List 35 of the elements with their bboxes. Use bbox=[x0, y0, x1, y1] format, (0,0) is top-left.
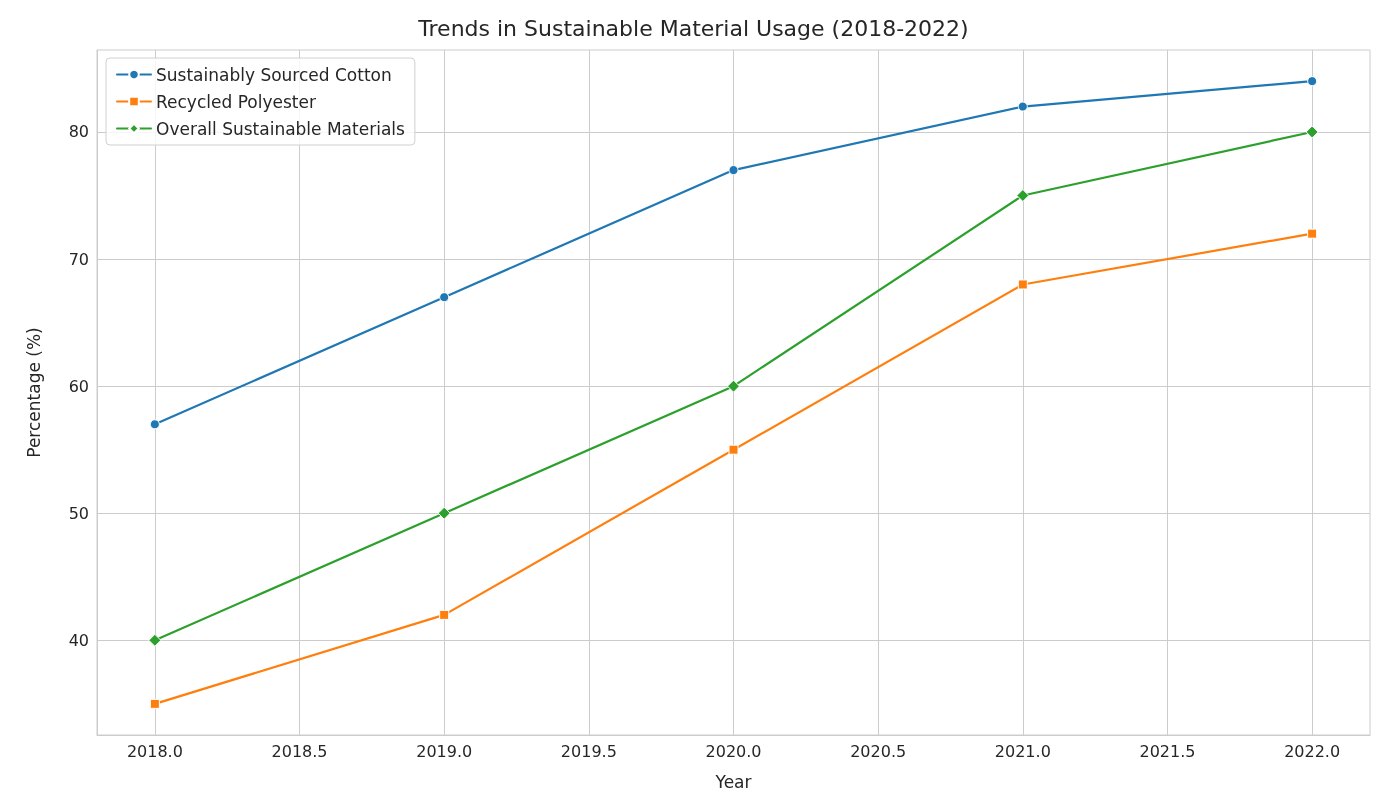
legend-label: Recycled Polyester bbox=[156, 91, 316, 112]
point bbox=[728, 165, 739, 176]
y-axis-title: Percentage (%) bbox=[23, 327, 44, 458]
x-tick-label: 2018.5 bbox=[271, 741, 328, 761]
point bbox=[1017, 279, 1028, 290]
y-tick-label: 70 bbox=[68, 249, 89, 269]
point bbox=[728, 444, 739, 455]
point bbox=[727, 379, 740, 393]
y-tick-label: 80 bbox=[68, 122, 89, 142]
x-axis-title: Year bbox=[714, 771, 752, 792]
legend-label: Overall Sustainable Materials bbox=[156, 118, 406, 139]
x-tick-label: 2022.0 bbox=[1284, 741, 1341, 761]
chart-title: Trends in Sustainable Material Usage (2018-2022) bbox=[417, 15, 969, 41]
legend-label: Sustainably Sourced Cotton bbox=[156, 64, 392, 85]
point bbox=[149, 419, 160, 430]
point bbox=[1305, 125, 1319, 139]
x-tick-label: 2018.0 bbox=[126, 741, 183, 761]
x-tick-label: 2020.0 bbox=[705, 741, 762, 761]
x-tick-label: 2019.0 bbox=[416, 741, 473, 761]
y-tick-label: 40 bbox=[68, 630, 89, 650]
x-tick-label: 2019.5 bbox=[560, 741, 617, 761]
x-tick-label: 2020.5 bbox=[850, 741, 907, 761]
y-tick-label: 60 bbox=[68, 376, 89, 396]
y-tick-label: 50 bbox=[68, 503, 89, 523]
point bbox=[148, 633, 162, 647]
point bbox=[1307, 228, 1318, 239]
x-tick-label: 2021.0 bbox=[994, 741, 1051, 761]
point bbox=[149, 698, 160, 709]
point bbox=[437, 506, 451, 520]
point bbox=[1307, 76, 1318, 87]
point bbox=[439, 292, 450, 303]
point bbox=[1017, 101, 1028, 112]
x-tick-label: 2021.5 bbox=[1139, 741, 1196, 761]
point bbox=[1016, 189, 1030, 203]
point bbox=[439, 609, 450, 620]
